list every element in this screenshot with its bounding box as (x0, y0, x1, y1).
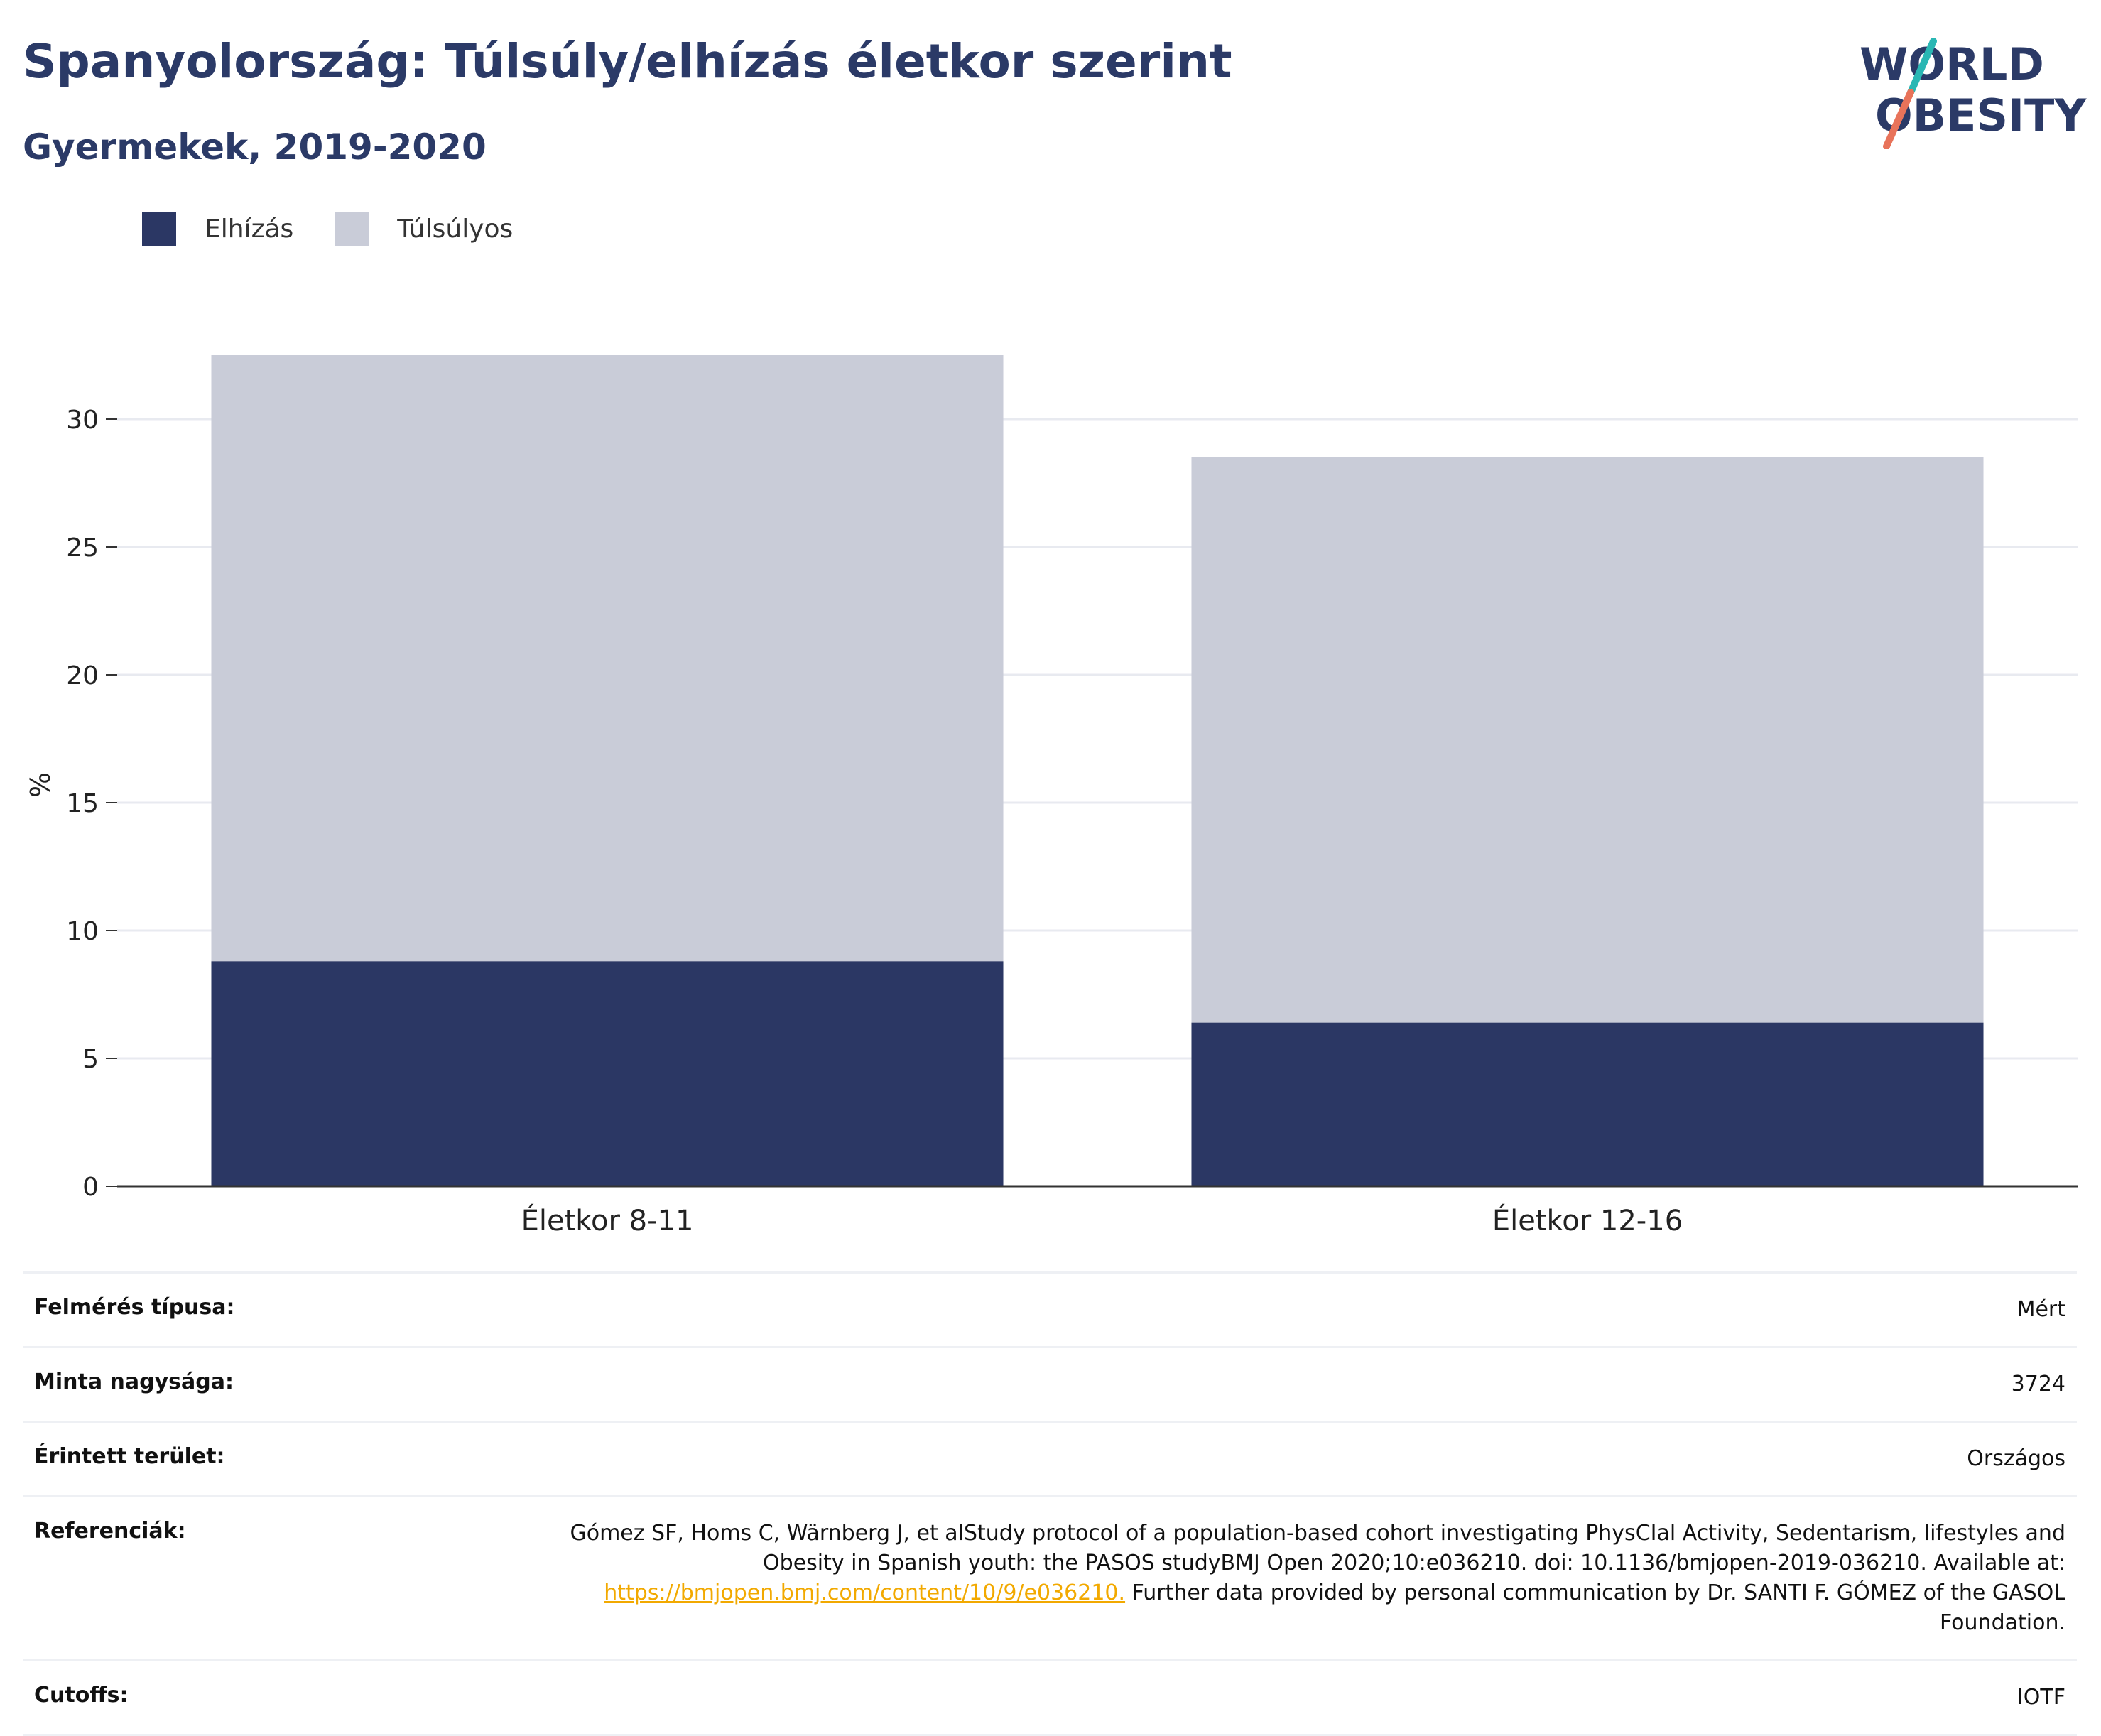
y-tick-label: 0 (82, 1173, 99, 1202)
cutoffs-label: Cutoffs: (34, 1683, 129, 1708)
bar-overweight (1191, 457, 1984, 1023)
y-tick-label: 30 (66, 406, 99, 435)
info-row-sample-size: Minta nagysága: 3724 (23, 1346, 2077, 1421)
y-axis-label: % (25, 772, 56, 798)
chart-title: Spanyolország: Túlsúly/elhízás életkor s… (23, 34, 1232, 89)
y-tick-label: 15 (66, 789, 99, 818)
info-row-references: Referenciák: Gómez SF, Homs C, Wärnberg … (23, 1495, 2077, 1659)
logo-slash-teal (1907, 38, 1937, 96)
legend-label-obesity: Elhízás (205, 214, 294, 244)
area-label: Érintett terület: (34, 1444, 225, 1469)
logo-line1: WORLD (1860, 38, 2044, 90)
sample-size-label: Minta nagysága: (34, 1369, 234, 1394)
bar-obesity (1191, 1022, 1984, 1186)
info-row-cutoffs: Cutoffs: IOTF (23, 1659, 2077, 1736)
info-row-area: Érintett terület: Országos (23, 1421, 2077, 1495)
chart-subtitle: Gyermekek, 2019-2020 (23, 126, 487, 168)
x-tick-label: Életkor 8-11 (521, 1203, 694, 1236)
stacked-bar-chart: 0 5 10 15 20 25 30% Életkor 8-11 Életkor 12-16 (25, 355, 2078, 1236)
references-text-2: Further data provided by personal commun… (1131, 1580, 2065, 1635)
legend-swatch-overweight (335, 212, 369, 246)
legend-item-obesity[interactable]: Elhízás (142, 212, 293, 246)
legend-item-overweight[interactable]: Túlsúlyos (335, 212, 513, 246)
y-tick-label: 20 (66, 661, 99, 690)
references-value: Gómez SF, Homs C, Wärnberg J, et alStudy… (531, 1519, 2065, 1638)
legend: Elhízás Túlsúlyos (142, 212, 554, 246)
references-link[interactable]: https://bmjopen.bmj.com/content/10/9/e03… (604, 1580, 1126, 1605)
world-obesity-logo: WORLD OBESITY (1860, 38, 2087, 149)
survey-type-label: Felmérés típusa: (34, 1295, 235, 1320)
info-row-survey-type: Felmérés típusa: Mért (23, 1271, 2077, 1346)
x-tick-label: Életkor 12-16 (1492, 1203, 1683, 1236)
survey-type-value: Mért (2016, 1297, 2065, 1322)
cutoffs-value: IOTF (2016, 1685, 2065, 1710)
sample-size-value: 3724 (2011, 1372, 2065, 1396)
info-table: Felmérés típusa: Mért Minta nagysága: 37… (23, 1271, 2077, 1736)
area-value: Országos (1967, 1446, 2065, 1471)
references-text-1: Gómez SF, Homs C, Wärnberg J, et alStudy… (570, 1521, 2065, 1575)
y-tick-label: 25 (66, 533, 99, 563)
logo-slash-coral (1883, 89, 1914, 149)
legend-label-overweight: Túlsúlyos (397, 214, 514, 244)
y-tick-label: 5 (82, 1045, 99, 1074)
references-label: Referenciák: (34, 1519, 186, 1544)
bar-overweight (211, 355, 1004, 962)
bar-obesity (211, 961, 1004, 1186)
y-tick-label: 10 (66, 917, 99, 946)
legend-swatch-obesity (142, 212, 176, 246)
